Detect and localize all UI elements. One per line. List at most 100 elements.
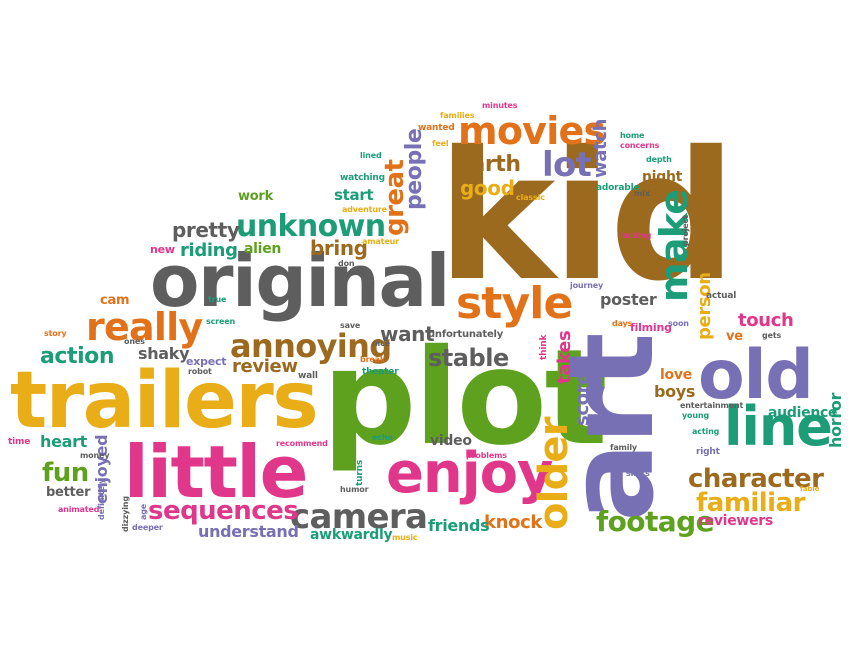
word-shaky: shaky [138,344,190,363]
word-lined: lined [360,151,382,160]
word-touch: touch [738,310,794,331]
word-gets: gets [762,331,782,340]
word-fun: fun [42,458,89,488]
word-new: new [150,243,175,256]
word-actual: actual [706,291,737,301]
word-video: video [430,433,472,449]
word-soon: soon [668,319,689,328]
word-right: right [696,447,720,457]
word-break: break [360,355,386,364]
word-concerns: concerns [620,141,660,150]
word-cam: cam [100,293,130,308]
word-lacking: lacking [620,231,652,240]
word-think: think [539,334,549,360]
word-turns: turns [355,459,365,486]
word-understand: understand [198,522,299,541]
word-days: days [612,319,633,328]
word-people: people [402,128,427,210]
word-plot: plot [322,321,608,475]
word-entertainment: entertainment [680,401,744,410]
word-poster: poster [600,290,657,309]
word-age: age [139,503,148,520]
word-annoying: annoying [230,327,392,365]
word-original: original [150,239,450,323]
word-wanted: wanted [418,123,455,133]
word-movies: movies [458,109,606,153]
word-want: want [380,322,435,346]
word-family: family [610,443,637,452]
word-riding: riding [180,240,238,261]
word-earth: earth [456,152,521,177]
word-old: old [698,336,814,415]
word-recommend: recommend [276,439,328,448]
word-time: time [8,437,31,447]
word-nice: nice [372,339,390,348]
word-mix: mix [634,189,650,198]
word-amateur: amateur [362,237,399,246]
word-heart: heart [40,432,87,451]
word-don: don [338,259,355,268]
word-ve: ve [726,329,743,344]
word-boys: boys [654,382,696,401]
word-line: line [724,395,833,458]
word-character: character [688,464,824,494]
word-true: true [208,295,227,304]
word-love: love [660,367,692,383]
word-alien: alien [244,241,282,257]
word-money: money [80,451,110,460]
word-dizzying: dizzying [121,496,130,532]
word-animated: animated [58,505,100,514]
word-wall: wall [298,371,318,381]
word-save: save [340,321,361,330]
word-scores: scores [572,362,593,426]
word-expect: expect [186,355,227,368]
word-project: project [681,215,690,246]
word-stable: stable [428,344,509,372]
word-unfortunately: unfortunately [428,329,504,340]
word-better: better [46,485,91,500]
word-night: night [642,169,683,185]
word-echo: echo [372,433,393,442]
word-pretty: pretty [172,218,240,242]
word-minutes: minutes [482,101,518,110]
word-journey: journey [570,281,604,290]
word-shots: shots [626,469,650,478]
word-adventure: adventure [342,205,387,214]
word-work: work [238,189,273,204]
word-watching: watching [340,173,385,183]
word-bring: bring [310,236,368,260]
word-feel: feel [432,139,449,148]
word-start: start [334,186,374,204]
word-definitely: definitely [97,478,106,520]
word-classic: classic [516,193,545,202]
word-sequences: sequences [148,496,299,526]
word-knock: knock [484,512,542,533]
word-problems: problems [466,451,507,460]
word-home: home [620,131,645,140]
word-audience: audience [768,405,838,421]
word-deeper: deeper [132,523,163,532]
word-depth: depth [646,155,672,164]
word-families: families [440,111,475,120]
word-reviewers: reviewers [698,513,773,529]
word-camera: camera [290,497,428,537]
word-action: action [40,344,115,369]
word-screen: screen [206,317,236,326]
word-kid: kid [437,113,737,320]
word-familiar: familiar [696,488,805,518]
word-young: young [682,411,710,420]
word-footage: footage [596,505,715,538]
word-humor: humor [340,485,369,494]
word-little: little [124,430,309,514]
word-music: music [392,533,418,542]
word-watch: watch [590,118,611,178]
word-awkwardly: awkwardly [310,527,393,543]
word-robot: robot [188,367,212,376]
word-really: really [86,305,203,349]
word-takes: takes [554,330,575,384]
word-ones: ones [124,337,145,346]
word-acting: acting [692,427,720,436]
word-filming: filming [630,321,672,334]
word-fable: fable [800,485,820,493]
